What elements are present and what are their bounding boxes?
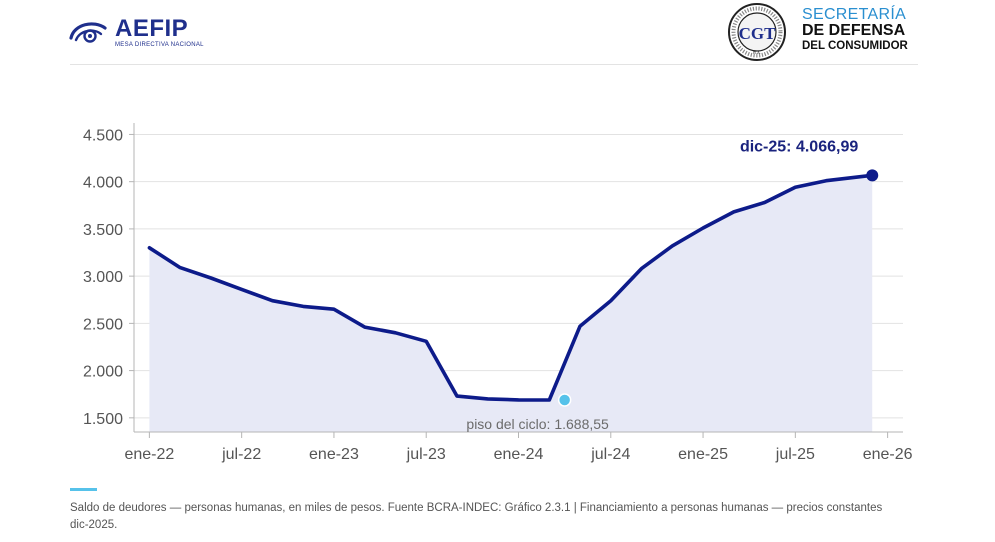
cgt-seal-icon: CGT R.A. — [728, 3, 786, 61]
aefip-subtitle: MESA DIRECTIVA NACIONAL — [115, 42, 204, 48]
cgt-seal-letters: CGT — [739, 24, 777, 43]
secretaria-logo: SECRETARÍA DE DEFENSA DEL CONSUMIDOR — [802, 7, 922, 53]
y-tick-label: 4.000 — [83, 175, 123, 192]
y-axis-ticks: 1.500 2.000 2.500 3.000 3.500 4.000 4.500 — [83, 127, 134, 428]
header-divider — [70, 64, 918, 65]
last-value-label: dic-25: 4.066,99 — [740, 138, 858, 155]
x-axis-ticks: ene-22 jul-22 ene-23 jul-23 ene-24 jul-24 ene-… — [124, 432, 913, 463]
y-tick-label: 2.500 — [83, 316, 123, 333]
x-tick-label: jul-25 — [775, 446, 815, 463]
y-tick-label: 3.000 — [83, 269, 123, 286]
cycle-low-label: piso del ciclo: 1.688,55 — [466, 416, 609, 432]
aefip-swirl-icon — [69, 22, 107, 43]
x-tick-label: jul-24 — [590, 446, 630, 463]
caption-accent-bar — [70, 488, 97, 491]
x-tick-label: ene-23 — [309, 446, 359, 463]
y-tick-label: 1.500 — [83, 411, 123, 428]
chart-annotations: piso del ciclo: 1.688,55 dic-25: 4.066,99 — [466, 138, 879, 432]
secretaria-line-2: DE DEFENSA — [802, 22, 906, 39]
debt-balance-chart: 1.500 2.000 2.500 3.000 3.500 4.000 4.500 ene-… — [83, 123, 913, 463]
series-area-fill — [149, 175, 873, 433]
cycle-low-marker — [557, 393, 572, 407]
y-tick-label: 3.500 — [83, 222, 123, 239]
cgt-seal-ra: R.A. — [753, 50, 761, 55]
aefip-name: AEFIP — [115, 15, 189, 42]
page-header: AEFIP MESA DIRECTIVA NACIONAL CGT R.A. S… — [0, 0, 995, 66]
x-tick-label: ene-25 — [678, 446, 728, 463]
series-line — [147, 173, 874, 402]
y-tick-label: 4.500 — [83, 127, 123, 144]
x-tick-label: ene-24 — [494, 446, 544, 463]
x-tick-label: ene-26 — [863, 446, 913, 463]
x-tick-label: jul-23 — [406, 446, 446, 463]
chart-caption: Saldo de deudores — personas humanas, en… — [70, 502, 883, 531]
y-tick-label: 2.000 — [83, 364, 123, 381]
x-tick-label: jul-22 — [221, 446, 261, 463]
secretaria-line-3: DEL CONSUMIDOR — [802, 40, 908, 52]
x-tick-label: ene-22 — [124, 446, 174, 463]
secretaria-line-1: SECRETARÍA — [802, 6, 907, 23]
aefip-logo: AEFIP MESA DIRECTIVA NACIONAL — [68, 14, 208, 52]
last-value-marker — [866, 169, 879, 182]
